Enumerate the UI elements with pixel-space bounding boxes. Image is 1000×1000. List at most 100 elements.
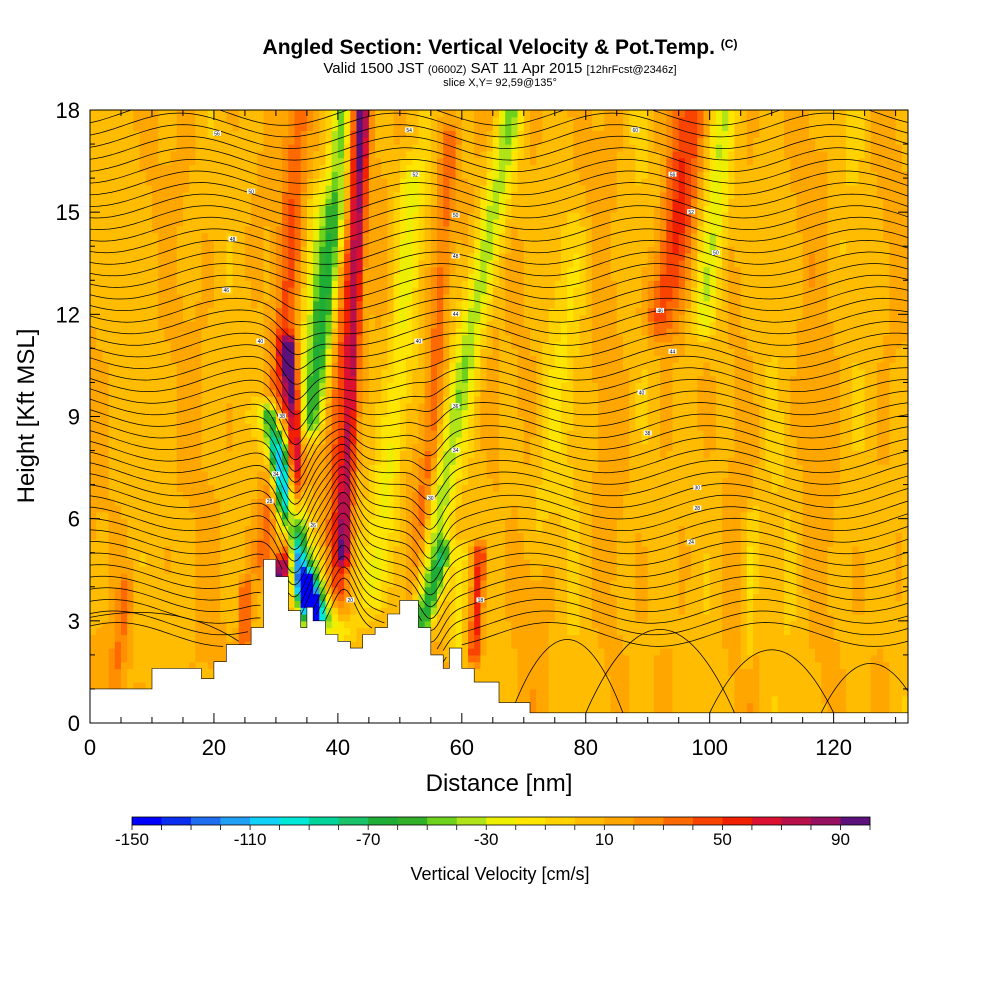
heatmap-cell (251, 375, 258, 384)
heatmap-cell (430, 327, 438, 336)
heatmap-cell (269, 110, 277, 111)
heatmap-cell (145, 232, 153, 241)
heatmap-cell (120, 484, 128, 493)
heatmap-cell (300, 430, 308, 438)
heatmap-cell (164, 539, 172, 547)
heatmap-cell (133, 150, 141, 159)
heatmap-cell (244, 389, 252, 397)
heatmap-cell (120, 532, 128, 540)
heatmap-cell (263, 341, 271, 349)
heatmap-cell (207, 184, 215, 193)
heatmap-cell (201, 389, 209, 397)
heatmap-cell (232, 423, 240, 431)
heatmap-cell (164, 205, 172, 213)
heatmap-cell (213, 232, 221, 241)
heatmap-cell (213, 362, 221, 370)
heatmap-cell (313, 600, 320, 608)
heatmap-cell (449, 334, 457, 343)
heatmap-cell (337, 110, 345, 111)
heatmap-cell (424, 348, 432, 356)
heatmap-cell (294, 212, 302, 220)
heatmap-cell (170, 498, 178, 506)
heatmap-cell (189, 246, 196, 254)
heatmap-cell (120, 464, 128, 472)
heatmap-cell (158, 579, 165, 588)
heatmap-cell (393, 287, 401, 295)
heatmap-cell (220, 144, 227, 152)
heatmap-cell (120, 259, 128, 268)
heatmap-cell (114, 600, 122, 608)
heatmap-cell (232, 164, 240, 172)
heatmap-cell (424, 253, 432, 261)
heatmap-cell (300, 327, 308, 336)
heatmap-cell (406, 334, 413, 343)
heatmap-cell (430, 110, 438, 111)
heatmap-cell (114, 457, 122, 465)
heatmap-cell (430, 232, 438, 241)
heatmap-cell (356, 246, 364, 254)
heatmap-cell (220, 362, 227, 370)
heatmap-cell (362, 620, 370, 629)
heatmap-cell (158, 239, 165, 247)
heatmap-cell (108, 682, 116, 690)
heatmap-cell (294, 566, 302, 574)
heatmap-cell (158, 573, 165, 581)
heatmap-cell (120, 402, 128, 411)
heatmap-cell (139, 675, 147, 683)
heatmap-cell (468, 293, 475, 302)
heatmap-cell (455, 532, 463, 540)
heatmap-cell (406, 157, 413, 166)
heatmap-cell (207, 273, 215, 281)
heatmap-cell (337, 239, 345, 247)
heatmap-cell (238, 505, 246, 513)
heatmap-cell (133, 634, 141, 642)
heatmap-cell (424, 205, 432, 213)
heatmap-cell (108, 184, 116, 193)
heatmap-cell (263, 423, 271, 431)
heatmap-cell (90, 409, 97, 418)
heatmap-cell (325, 164, 333, 172)
heatmap-cell (269, 362, 277, 370)
heatmap-cell (443, 545, 451, 554)
heatmap-cell (275, 266, 283, 275)
heatmap-cell (288, 539, 296, 547)
heatmap-cell (468, 539, 475, 547)
heatmap-cell (207, 559, 215, 567)
heatmap-cell (331, 450, 339, 458)
heatmap-cell (164, 348, 172, 356)
heatmap-cell (151, 402, 159, 411)
heatmap-cell (213, 389, 221, 397)
heatmap-cell (263, 164, 271, 172)
heatmap-cell (207, 355, 215, 363)
heatmap-cell (449, 443, 457, 452)
heatmap-cell (151, 525, 159, 533)
heatmap-cell (269, 116, 277, 125)
heatmap-cell (176, 334, 184, 343)
heatmap-cell (375, 300, 382, 309)
heatmap-cell (102, 218, 110, 227)
heatmap-cell (282, 532, 289, 540)
heatmap-cell (238, 545, 246, 554)
heatmap-cell (319, 110, 327, 111)
heatmap-cell (232, 464, 240, 472)
heatmap-cell (344, 627, 351, 636)
heatmap-cell (176, 232, 184, 241)
heatmap-cell (158, 470, 165, 479)
heatmap-cell (170, 341, 178, 349)
heatmap-cell (176, 110, 184, 111)
heatmap-cell (306, 545, 314, 554)
heatmap-cell (393, 573, 401, 581)
heatmap-cell (468, 389, 475, 397)
heatmap-cell (151, 641, 159, 649)
heatmap-cell (319, 130, 327, 138)
heatmap-cell (406, 355, 413, 363)
heatmap-cell (96, 436, 103, 445)
heatmap-cell (468, 110, 475, 118)
heatmap-cell (213, 225, 221, 234)
heatmap-cell (269, 314, 277, 322)
heatmap-cell (213, 198, 221, 206)
heatmap-cell (244, 334, 252, 343)
heatmap-cell (399, 532, 407, 540)
heatmap-cell (139, 416, 147, 424)
heatmap-cell (275, 178, 283, 186)
